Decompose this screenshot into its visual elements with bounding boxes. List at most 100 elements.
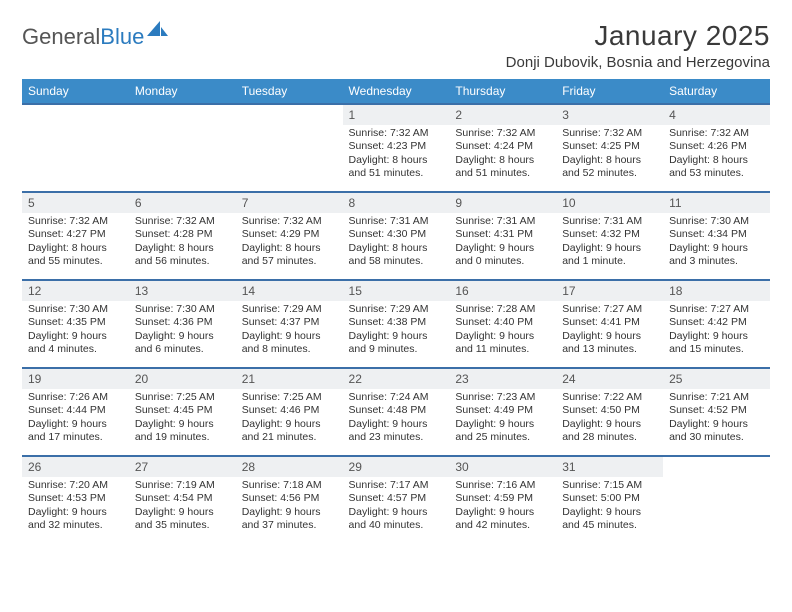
day-sunrise: Sunrise: 7:27 AM — [562, 303, 657, 316]
weekday-header: Thursday — [449, 79, 556, 104]
day-sunrise: Sunrise: 7:32 AM — [135, 215, 230, 228]
day-number: 21 — [236, 369, 343, 389]
day-daylight2: and 52 minutes. — [562, 167, 657, 180]
day-daylight1: Daylight: 9 hours — [562, 242, 657, 255]
title-block: January 2025 Donji Dubovik, Bosnia and H… — [506, 20, 770, 71]
day-details: Sunrise: 7:17 AMSunset: 4:57 PMDaylight:… — [343, 477, 450, 537]
day-sunrise: Sunrise: 7:23 AM — [455, 391, 550, 404]
day-cell: 11Sunrise: 7:30 AMSunset: 4:34 PMDayligh… — [663, 192, 770, 280]
day-sunrise: Sunrise: 7:15 AM — [562, 479, 657, 492]
day-sunrise: Sunrise: 7:25 AM — [242, 391, 337, 404]
day-cell: 26Sunrise: 7:20 AMSunset: 4:53 PMDayligh… — [22, 456, 129, 544]
day-daylight2: and 37 minutes. — [242, 519, 337, 532]
day-daylight1: Daylight: 8 hours — [28, 242, 123, 255]
day-details: Sunrise: 7:32 AMSunset: 4:28 PMDaylight:… — [129, 213, 236, 273]
day-sunset: Sunset: 4:50 PM — [562, 404, 657, 417]
weekday-header: Sunday — [22, 79, 129, 104]
day-number: 4 — [663, 105, 770, 125]
day-details: Sunrise: 7:27 AMSunset: 4:41 PMDaylight:… — [556, 301, 663, 361]
day-number: 28 — [236, 457, 343, 477]
day-daylight1: Daylight: 9 hours — [28, 506, 123, 519]
day-cell: 2Sunrise: 7:32 AMSunset: 4:24 PMDaylight… — [449, 104, 556, 192]
day-cell: 27Sunrise: 7:19 AMSunset: 4:54 PMDayligh… — [129, 456, 236, 544]
day-details: Sunrise: 7:32 AMSunset: 4:25 PMDaylight:… — [556, 125, 663, 185]
weekday-header: Monday — [129, 79, 236, 104]
day-daylight1: Daylight: 9 hours — [135, 506, 230, 519]
day-daylight2: and 42 minutes. — [455, 519, 550, 532]
day-daylight1: Daylight: 9 hours — [455, 242, 550, 255]
day-daylight1: Daylight: 9 hours — [242, 418, 337, 431]
day-daylight1: Daylight: 9 hours — [242, 330, 337, 343]
day-details: Sunrise: 7:24 AMSunset: 4:48 PMDaylight:… — [343, 389, 450, 449]
day-sunset: Sunset: 4:30 PM — [349, 228, 444, 241]
day-sunset: Sunset: 4:56 PM — [242, 492, 337, 505]
day-number: 15 — [343, 281, 450, 301]
day-number: 14 — [236, 281, 343, 301]
day-sunset: Sunset: 4:27 PM — [28, 228, 123, 241]
day-daylight2: and 32 minutes. — [28, 519, 123, 532]
day-cell: 16Sunrise: 7:28 AMSunset: 4:40 PMDayligh… — [449, 280, 556, 368]
day-number: 24 — [556, 369, 663, 389]
day-cell: 18Sunrise: 7:27 AMSunset: 4:42 PMDayligh… — [663, 280, 770, 368]
month-title: January 2025 — [506, 20, 770, 52]
day-daylight1: Daylight: 9 hours — [669, 330, 764, 343]
day-details: Sunrise: 7:22 AMSunset: 4:50 PMDaylight:… — [556, 389, 663, 449]
week-row: 19Sunrise: 7:26 AMSunset: 4:44 PMDayligh… — [22, 368, 770, 456]
day-daylight2: and 30 minutes. — [669, 431, 764, 444]
day-sunset: Sunset: 4:40 PM — [455, 316, 550, 329]
day-details: Sunrise: 7:21 AMSunset: 4:52 PMDaylight:… — [663, 389, 770, 449]
brand-part1: General — [22, 24, 100, 50]
day-daylight1: Daylight: 9 hours — [135, 330, 230, 343]
day-daylight2: and 19 minutes. — [135, 431, 230, 444]
calendar-body: 1Sunrise: 7:32 AMSunset: 4:23 PMDaylight… — [22, 104, 770, 544]
day-number: 8 — [343, 193, 450, 213]
day-details: Sunrise: 7:30 AMSunset: 4:35 PMDaylight:… — [22, 301, 129, 361]
brand-sail-icon — [147, 17, 169, 43]
day-number: 10 — [556, 193, 663, 213]
day-sunset: Sunset: 4:53 PM — [28, 492, 123, 505]
day-details: Sunrise: 7:23 AMSunset: 4:49 PMDaylight:… — [449, 389, 556, 449]
day-details: Sunrise: 7:18 AMSunset: 4:56 PMDaylight:… — [236, 477, 343, 537]
day-sunrise: Sunrise: 7:32 AM — [242, 215, 337, 228]
day-details: Sunrise: 7:30 AMSunset: 4:36 PMDaylight:… — [129, 301, 236, 361]
day-daylight1: Daylight: 9 hours — [28, 418, 123, 431]
day-number: 17 — [556, 281, 663, 301]
day-sunset: Sunset: 4:26 PM — [669, 140, 764, 153]
day-cell: 30Sunrise: 7:16 AMSunset: 4:59 PMDayligh… — [449, 456, 556, 544]
day-daylight2: and 25 minutes. — [455, 431, 550, 444]
day-sunrise: Sunrise: 7:24 AM — [349, 391, 444, 404]
day-details: Sunrise: 7:32 AMSunset: 4:27 PMDaylight:… — [22, 213, 129, 273]
day-number: 6 — [129, 193, 236, 213]
day-details: Sunrise: 7:16 AMSunset: 4:59 PMDaylight:… — [449, 477, 556, 537]
day-sunset: Sunset: 4:29 PM — [242, 228, 337, 241]
weekday-header: Friday — [556, 79, 663, 104]
day-cell: 22Sunrise: 7:24 AMSunset: 4:48 PMDayligh… — [343, 368, 450, 456]
calendar-table: SundayMondayTuesdayWednesdayThursdayFrid… — [22, 79, 770, 544]
day-number: 22 — [343, 369, 450, 389]
day-daylight2: and 13 minutes. — [562, 343, 657, 356]
day-number: 13 — [129, 281, 236, 301]
day-number: 5 — [22, 193, 129, 213]
day-sunset: Sunset: 5:00 PM — [562, 492, 657, 505]
day-daylight1: Daylight: 9 hours — [669, 418, 764, 431]
day-daylight1: Daylight: 9 hours — [28, 330, 123, 343]
day-cell — [663, 456, 770, 544]
header: GeneralBlue January 2025 Donji Dubovik, … — [22, 20, 770, 71]
day-number: 7 — [236, 193, 343, 213]
day-sunrise: Sunrise: 7:32 AM — [28, 215, 123, 228]
day-sunset: Sunset: 4:36 PM — [135, 316, 230, 329]
day-sunrise: Sunrise: 7:30 AM — [669, 215, 764, 228]
day-daylight1: Daylight: 9 hours — [562, 418, 657, 431]
day-details: Sunrise: 7:32 AMSunset: 4:29 PMDaylight:… — [236, 213, 343, 273]
day-daylight2: and 28 minutes. — [562, 431, 657, 444]
day-cell: 8Sunrise: 7:31 AMSunset: 4:30 PMDaylight… — [343, 192, 450, 280]
day-sunrise: Sunrise: 7:31 AM — [455, 215, 550, 228]
day-number: 16 — [449, 281, 556, 301]
day-daylight2: and 4 minutes. — [28, 343, 123, 356]
day-details: Sunrise: 7:27 AMSunset: 4:42 PMDaylight:… — [663, 301, 770, 361]
day-daylight2: and 56 minutes. — [135, 255, 230, 268]
day-details: Sunrise: 7:15 AMSunset: 5:00 PMDaylight:… — [556, 477, 663, 537]
day-details: Sunrise: 7:31 AMSunset: 4:30 PMDaylight:… — [343, 213, 450, 273]
day-daylight2: and 21 minutes. — [242, 431, 337, 444]
day-sunrise: Sunrise: 7:32 AM — [562, 127, 657, 140]
